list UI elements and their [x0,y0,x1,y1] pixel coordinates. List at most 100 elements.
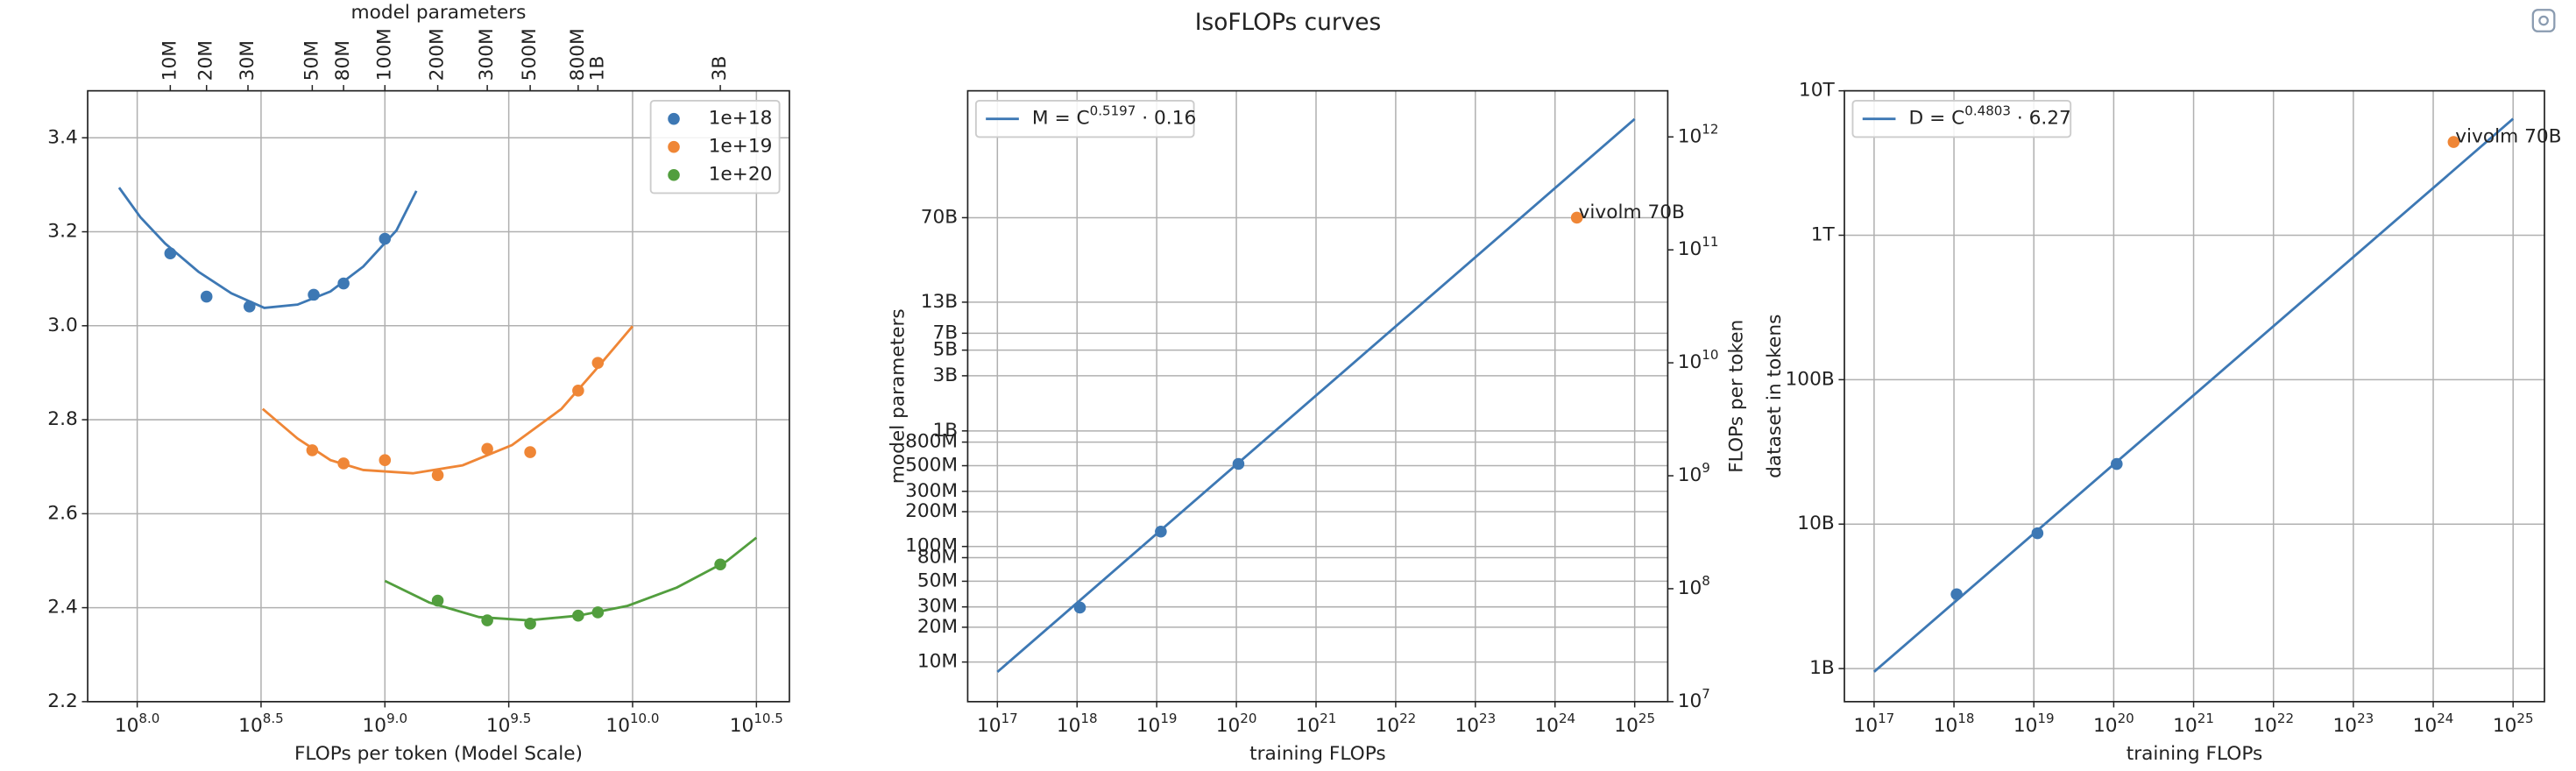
x-tick-label: 1023 [1454,711,1496,738]
x2-tick-label: 30M [237,40,258,81]
annotation: vivolm 70B [2455,125,2561,147]
y-tick-label: 2.6 [47,502,77,524]
x2-tick-label: 1B [586,56,608,81]
legend-label: 1e+19 [709,136,773,158]
y-tick-label: 10B [1797,513,1834,534]
data-point [1155,525,1167,538]
y-tick-label: 100M [905,535,958,557]
x2-tick-label: 20M [195,40,217,81]
x-tick-label: 1021 [1296,711,1337,738]
x-tick-label: 108.0 [115,711,160,738]
fit-line [117,187,418,309]
y-tick-label: 3.2 [47,221,77,243]
legend-marker [668,168,680,181]
panel: 108.0 108.5 109.0 109.5 1010.0 1010.5 2.2 2.4 2.… [0,2,790,765]
x-tick-label: 1024 [2413,711,2454,738]
x-tick-label: 1025 [2493,711,2534,738]
y-tick-label: 1B [932,420,958,442]
legend-marker [668,140,680,153]
x2-axis-label: model parameters [351,2,527,24]
fit-line [261,325,634,475]
y2-axis-label: FLOPs per token [1726,320,1748,473]
screenshot-icon[interactable] [2531,9,2556,32]
x-tick-label: 1017 [977,711,1018,738]
data-point [431,594,444,607]
y2-tick-label: 1012 [1678,121,1719,148]
x2-tick-label: 50M [301,40,322,81]
y-tick-label: 100B [1786,368,1835,390]
x-tick-label: 1010.5 [730,711,783,738]
plot-frame [87,89,790,703]
data-point [591,357,605,369]
data-point [243,301,256,313]
y-tick-label: 500M [905,455,958,477]
data-point [431,469,444,482]
y2-tick-label: 109 [1678,460,1710,487]
y2-tick-label: 1010 [1678,347,1719,374]
screenshot-icon-lens[interactable] [2538,15,2549,26]
data-point [1232,457,1245,470]
annotation: vivolm 70B [1579,202,1685,223]
annotated-point [1570,211,1583,224]
x-tick-label: 109.5 [486,711,532,738]
x-tick-label: 1021 [2173,711,2214,738]
x-tick-label: 108.5 [238,711,284,738]
data-point [524,618,536,630]
legend-marker [668,112,680,125]
y-tick-label: 13B [921,291,958,313]
y2-tick-label: 1011 [1678,234,1719,260]
legend: M = C0.5197 · 0.16 [974,100,1196,138]
x-tick-label: 1022 [2253,711,2294,738]
legend-box [649,100,781,195]
x-tick-label: 1024 [1534,711,1575,738]
plot-frame [1844,89,2545,703]
legend-box [1851,100,2072,138]
y-tick-label: 300M [905,480,958,502]
screenshot-button[interactable] [2531,9,2556,32]
y2-tick-label: 107 [1678,685,1710,712]
data-point [572,385,584,397]
x2-tick-label: 800M [567,28,589,81]
annotated-point [2447,136,2460,148]
panel: 1017 1018 1019 1020 1021 1022 1023 1024 1025 10M 2… [887,89,1748,765]
y-tick-label: 2.2 [47,690,77,712]
x-tick-label: 1020 [2093,711,2134,738]
y-tick-label: 3B [932,364,958,386]
y-tick-label: 2.8 [47,408,77,430]
y-tick-label: 80M [917,547,958,569]
x-tick-label: 1018 [1057,711,1098,738]
x2-tick-label: 300M [476,28,498,81]
y-axis-label: model parameters [887,308,909,484]
data-point [714,558,726,571]
y-tick-label: 10T [1799,80,1836,102]
x2-tick-label: 500M [519,28,541,81]
y-tick-label: 50M [917,569,958,591]
data-point [379,232,392,245]
x-tick-label: 1019 [1136,711,1178,738]
data-point [524,446,536,458]
fit-line [996,117,1636,674]
data-point [1073,601,1086,614]
x2-tick-label: 10M [159,40,180,81]
data-point [337,457,350,470]
x-axis-label: training FLOPs [1249,743,1386,765]
y-tick-label: 5B [932,339,958,361]
x-tick-label: 1010.0 [605,711,659,738]
y-tick-label: 200M [905,500,958,522]
data-point [379,454,392,466]
x-tick-label: 1019 [2013,711,2055,738]
x-tick-label: 1022 [1376,711,1417,738]
figure-title: IsoFLOPs curves [1195,10,1382,36]
data-point [481,442,493,456]
data-point [200,290,213,303]
x-axis-label: training FLOPs [2127,743,2263,765]
data-point [306,444,319,456]
y2-tick-label: 108 [1678,572,1710,599]
legend-label: 1e+20 [709,164,773,186]
x-tick-label: 1017 [1854,711,1895,738]
y-tick-label: 2.4 [47,597,77,619]
legend-label: D = C0.4803 · 6.27 [1909,103,2071,129]
y-tick-label: 70B [921,206,958,228]
